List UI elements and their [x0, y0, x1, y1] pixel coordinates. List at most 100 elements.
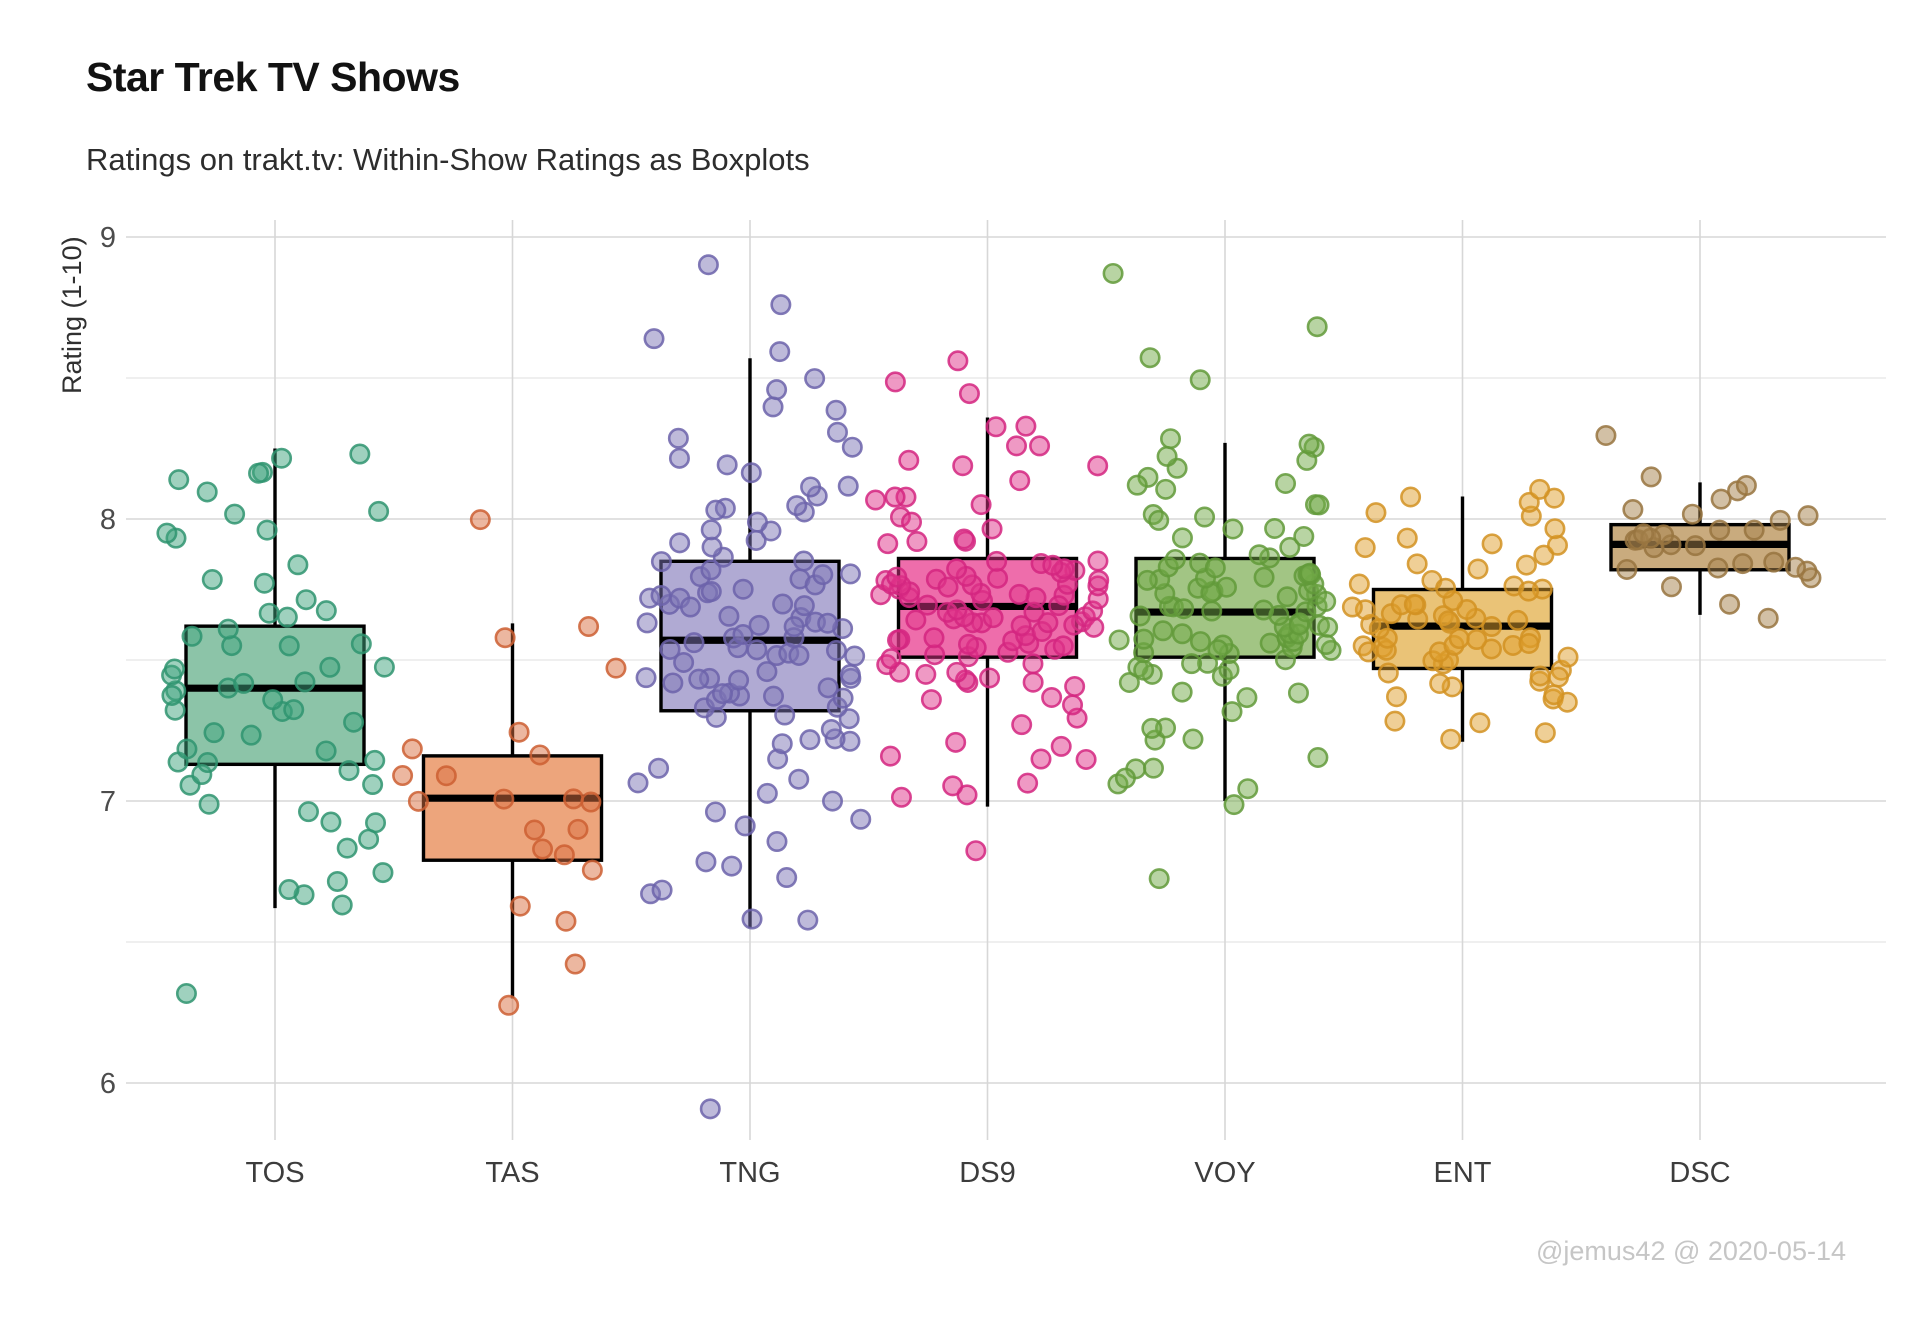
- rating-point-voy: [1279, 536, 1301, 558]
- rating-point-tng: [627, 772, 649, 794]
- rating-point-tos: [372, 862, 394, 884]
- rating-point-ds9: [965, 840, 987, 862]
- rating-point-tng: [762, 396, 784, 418]
- y-tick-label-6: 6: [100, 1068, 116, 1100]
- rating-point-tos: [343, 711, 365, 733]
- rating-point-dsc: [1757, 607, 1779, 629]
- x-category-label-tng: TNG: [719, 1157, 780, 1189]
- rating-point-tng: [837, 475, 859, 497]
- rating-point-tng: [728, 669, 750, 691]
- rating-point-tng: [635, 667, 657, 689]
- rating-point-tng: [804, 368, 826, 390]
- rating-point-ds9: [986, 550, 1008, 572]
- rating-point-voy: [1173, 598, 1195, 620]
- rating-point-dsc: [1633, 523, 1655, 545]
- rating-point-tos: [181, 625, 203, 647]
- rating-point-tas: [407, 790, 429, 812]
- rating-point-voy: [1133, 628, 1155, 650]
- rating-point-tng: [826, 421, 848, 443]
- rating-point-tng: [697, 254, 719, 276]
- rating-point-voy: [1189, 369, 1211, 391]
- rating-point-tng: [741, 908, 763, 930]
- rating-point-ds9: [1050, 735, 1072, 757]
- rating-point-voy: [1114, 767, 1136, 789]
- rating-point-ent: [1396, 527, 1418, 549]
- rating-point-tng: [650, 551, 672, 573]
- rating-point-tos: [319, 656, 341, 678]
- rating-point-tng: [718, 605, 740, 627]
- rating-point-tos: [315, 600, 337, 622]
- chart-title: Star Trek TV Shows: [86, 54, 460, 100]
- rating-point-tos: [336, 837, 358, 859]
- rating-point-ent: [1480, 638, 1502, 660]
- rating-point-tos: [373, 656, 395, 678]
- rating-point-voy: [1142, 757, 1164, 779]
- rating-point-voy: [1236, 687, 1258, 709]
- rating-point-tos: [168, 469, 190, 491]
- rating-point-tos: [253, 572, 275, 594]
- rating-point-ds9: [942, 775, 964, 797]
- rating-point-voy: [1155, 478, 1177, 500]
- rating-point-ds9: [879, 745, 901, 767]
- jitter-points-tng: [627, 254, 872, 1120]
- rating-point-tas: [401, 738, 423, 760]
- rating-point-voy: [1221, 701, 1243, 723]
- rating-point-dsc: [1616, 558, 1638, 580]
- rating-point-ds9: [946, 599, 968, 621]
- rating-point-ent: [1384, 710, 1406, 732]
- rating-point-ds9: [970, 494, 992, 516]
- rating-point-tng: [766, 831, 788, 853]
- jitter-points-dsc: [1595, 424, 1822, 629]
- rating-point-ent: [1448, 628, 1470, 650]
- rating-point-tos: [198, 793, 220, 815]
- rating-point-tng: [746, 511, 768, 533]
- rating-point-ds9: [947, 350, 969, 372]
- rating-point-ent: [1557, 646, 1579, 668]
- rating-point-ds9: [1011, 714, 1033, 736]
- rating-point-tng: [700, 519, 722, 541]
- rating-point-tas: [581, 859, 603, 881]
- rating-point-dsc: [1709, 519, 1731, 541]
- rating-point-tng: [673, 651, 695, 673]
- rating-point-ds9: [877, 533, 899, 555]
- rating-point-tng: [772, 593, 794, 615]
- rating-point-tos: [294, 671, 316, 693]
- rating-point-tas: [605, 657, 627, 679]
- rating-point-ds9: [1022, 653, 1044, 675]
- rating-point-ds9: [1008, 583, 1030, 605]
- rating-point-voy: [1264, 517, 1286, 539]
- rating-point-ent: [1440, 728, 1462, 750]
- rating-point-ent: [1467, 558, 1489, 580]
- rating-point-ds9: [1088, 569, 1110, 591]
- rating-point-ds9: [1009, 470, 1031, 492]
- rating-point-ds9: [1087, 455, 1109, 477]
- rating-point-tng: [788, 768, 810, 790]
- rating-point-voy: [1308, 494, 1330, 516]
- rating-point-dsc: [1595, 424, 1617, 446]
- rating-point-ds9: [952, 455, 974, 477]
- rating-point-ent: [1481, 533, 1503, 555]
- rating-point-tos: [362, 774, 384, 796]
- x-category-label-ds9: DS9: [959, 1157, 1015, 1189]
- jitter-points-ds9: [865, 350, 1110, 862]
- rating-point-tng: [817, 677, 839, 699]
- rating-point-tos: [175, 982, 197, 1004]
- rating-point-ent: [1377, 662, 1399, 684]
- rating-point-ent: [1529, 665, 1551, 687]
- rating-point-tas: [508, 721, 530, 743]
- rating-point-voy: [1207, 639, 1229, 661]
- rating-point-voy: [1315, 590, 1337, 612]
- rating-point-ent: [1437, 610, 1459, 632]
- rating-point-ds9: [884, 371, 906, 393]
- rating-point-tos: [156, 522, 178, 544]
- rating-point-tas: [555, 910, 577, 932]
- rating-point-tos: [197, 752, 219, 774]
- rating-point-dsc: [1710, 488, 1732, 510]
- rating-point-voy: [1182, 728, 1204, 750]
- rating-point-tng: [704, 801, 726, 823]
- rating-point-ds9: [946, 661, 968, 683]
- rating-point-ds9: [1022, 671, 1044, 693]
- rating-point-ent: [1368, 618, 1390, 640]
